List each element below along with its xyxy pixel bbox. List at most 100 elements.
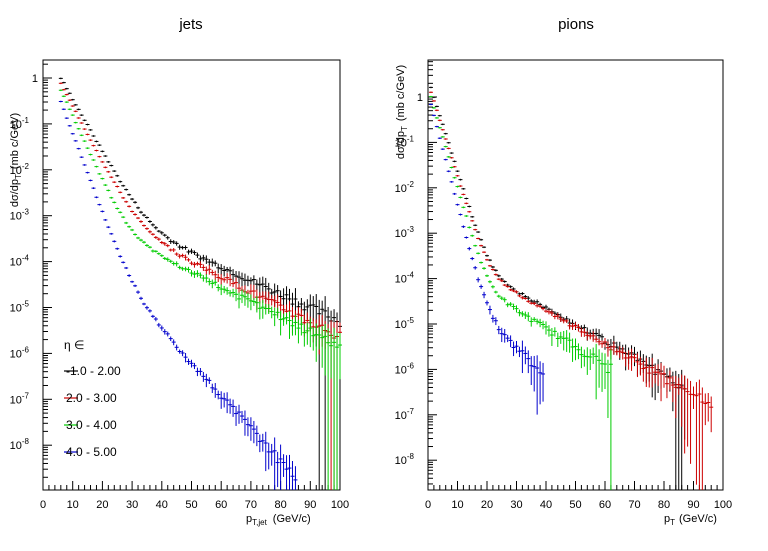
jets-x-axis-title: pT,jet (GeV/c) [246, 513, 311, 527]
pions-y-tick-exponent: -2 [407, 180, 415, 189]
jets-y-tick-exponent: -1 [22, 116, 30, 125]
pions-ylabel-pre: dσ/dp [395, 131, 407, 159]
pions-series-3 [428, 103, 546, 415]
legend-label-3: 4.0 - 5.00 [66, 445, 117, 459]
pions-y-tick-base: 10 [395, 364, 407, 376]
jets-y-tick-exponent: -5 [22, 300, 30, 309]
legend-entry-3: 4.0 - 5.00 [64, 445, 117, 459]
jets-x-tick-label: 30 [126, 499, 138, 511]
pions-y-tick-label: 10-1 [395, 134, 415, 149]
pions-x-tick-label: 80 [658, 499, 670, 511]
jets-y-tick-exponent: -6 [22, 345, 30, 354]
pions-y-tick-base: 10 [395, 410, 407, 422]
jets-y-axis: 110-110-210-310-410-510-610-710-8 [10, 63, 52, 478]
jets-series-3 [58, 100, 298, 490]
jets-y-tick-base: 10 [10, 394, 22, 406]
jets-y-tick-base: 10 [10, 440, 22, 452]
pions-y-tick-exponent: -3 [407, 225, 415, 234]
pions-y-tick-exponent: -4 [407, 271, 415, 280]
jets-legend: η ∈ -1.0 - 2.00 2.0 - 3.00 3.0 - 4.00 4.… [64, 338, 121, 459]
pions-y-tick-label: 10-2 [395, 180, 415, 195]
jets-y-tick-label: 10-4 [10, 254, 30, 269]
jets-y-tick-label: 10-1 [10, 116, 30, 131]
pions-y-tick-label: 10-8 [395, 452, 415, 467]
jets-y-tick-label: 10-5 [10, 300, 30, 315]
pions-y-tick-base: 10 [395, 455, 407, 467]
legend-label-1: 2.0 - 3.00 [66, 391, 117, 405]
pions-x-tick-label: 10 [451, 499, 463, 511]
pions-y-axis-title: dσ/dpT (mb c/GeV) [395, 65, 409, 159]
legend-label-2: 3.0 - 4.00 [66, 418, 117, 432]
jets-y-tick-label: 10-6 [10, 345, 30, 360]
jets-x-tick-label: 60 [215, 499, 227, 511]
jets-y-tick-base: 10 [10, 211, 22, 223]
jets-x-tick-label: 40 [156, 499, 168, 511]
jets-x-tick-label: 50 [185, 499, 197, 511]
pions-y-tick-base: 10 [395, 228, 407, 240]
jets-y-tick-exponent: -4 [22, 254, 30, 263]
legend-entry-1: 2.0 - 3.00 [64, 391, 117, 405]
pions-xlabel: p [664, 513, 670, 525]
pions-x-tick-label: 30 [510, 499, 522, 511]
pions-title: pions [558, 16, 594, 33]
jets-y-tick-base: 10 [10, 257, 22, 269]
jets-y-tick-label: 10-7 [10, 391, 30, 406]
jets-ylabel-sub: T [14, 174, 23, 179]
pions-y-tick-base: 10 [395, 183, 407, 195]
pions-series-1 [428, 91, 714, 490]
jets-y-tick-label: 10-3 [10, 208, 30, 223]
pions-x-tick-label: 70 [628, 499, 640, 511]
jets-panel: jets 0 10 20 30 40 50 60 70 80 90 100 110-110-210-… [9, 16, 349, 527]
pions-x-tick-label: 50 [569, 499, 581, 511]
pions-y-tick-label: 10-6 [395, 361, 415, 376]
pions-panel: pions 0 10 20 30 40 50 60 70 80 90 100 110-110-210… [395, 16, 733, 527]
pions-y-tick-exponent: -5 [407, 316, 415, 325]
pions-y-tick-base: 10 [395, 319, 407, 331]
jets-x-tick-label: 0 [40, 499, 46, 511]
jets-x-tick-label: 20 [96, 499, 108, 511]
pions-y-tick-exponent: -7 [407, 407, 415, 416]
pions-series [428, 86, 714, 490]
jets-y-tick-exponent: -7 [22, 391, 30, 400]
pions-x-tick-label: 40 [540, 499, 552, 511]
jets-ylabel-pre: dσ/dp [9, 179, 21, 207]
jets-y-tick-label: 10-8 [10, 437, 30, 452]
pions-x-tick-label: 90 [687, 499, 699, 511]
legend-entry-0: -1.0 - 2.00 [64, 364, 121, 378]
jets-y-tick-base: 10 [10, 348, 22, 360]
jets-x-tick-label: 100 [331, 499, 349, 511]
pions-y-tick-base: 10 [395, 274, 407, 286]
jets-y-tick-base: 10 [10, 303, 22, 315]
pions-y-tick-label: 10-3 [395, 225, 415, 240]
pions-xlabel-unit: (GeV/c) [679, 513, 717, 525]
jets-series [58, 77, 342, 490]
pions-xlabel-sub: T [670, 518, 675, 527]
pions-y-tick-exponent: -1 [407, 134, 415, 143]
pions-series-2 [428, 95, 613, 490]
jets-x-axis: 0 10 20 30 40 50 60 70 80 90 100 [40, 481, 349, 511]
pions-y-axis: 110-110-210-310-410-510-610-710-8 [395, 61, 437, 485]
pions-x-axis: 0 10 20 30 40 50 60 70 80 90 100 [425, 481, 732, 511]
jets-xlabel-unit: (GeV/c) [273, 513, 311, 525]
pions-x-axis-title: pT (GeV/c) [664, 513, 717, 527]
pions-y-tick-exponent: -6 [407, 361, 415, 370]
jets-x-tick-label: 70 [245, 499, 257, 511]
jets-y-tick-label: 1 [32, 73, 38, 85]
jets-y-tick-label: 10-2 [10, 162, 30, 177]
pions-y-tick-label: 1 [417, 92, 423, 104]
jets-x-tick-label: 10 [67, 499, 79, 511]
legend-entry-2: 3.0 - 4.00 [64, 418, 117, 432]
pions-y-tick-label: 10-7 [395, 407, 415, 422]
jets-y-axis-title: dσ/dpT (mb c/GeV) [9, 113, 23, 207]
pions-y-tick-base: 10 [395, 137, 407, 149]
pions-x-tick-label: 20 [481, 499, 493, 511]
jets-y-tick-base: 10 [10, 165, 22, 177]
legend-header: η ∈ [64, 338, 84, 352]
jets-x-tick-label: 80 [274, 499, 286, 511]
pions-y-tick-label: 10-5 [395, 316, 415, 331]
jets-x-tick-label: 90 [304, 499, 316, 511]
jets-xlabel: p [246, 513, 252, 525]
jets-y-tick-exponent: -8 [22, 437, 30, 446]
jets-ylabel-post: (mb c/GeV) [9, 113, 21, 169]
